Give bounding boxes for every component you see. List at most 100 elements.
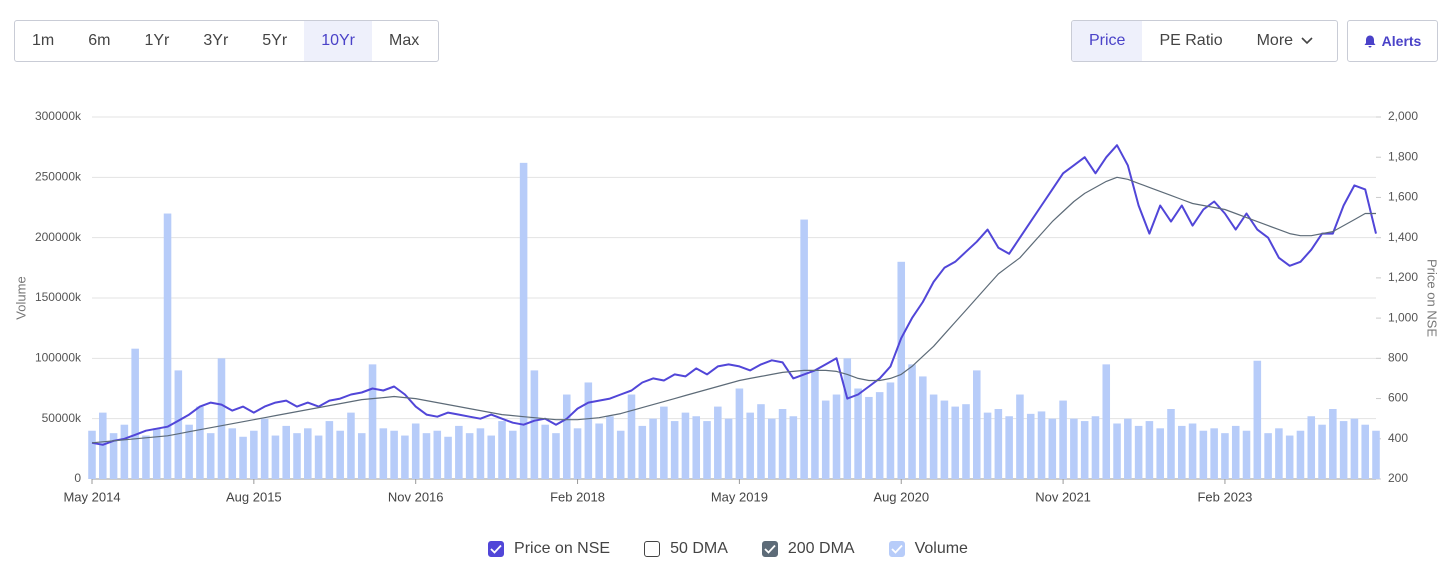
range-label: 1Yr bbox=[144, 32, 170, 49]
legend-item[interactable]: Volume bbox=[888, 540, 968, 558]
legend-checkbox[interactable] bbox=[488, 541, 505, 557]
volume-bar bbox=[919, 376, 927, 479]
x-tick-label: Aug 2015 bbox=[226, 489, 282, 504]
legend-item[interactable]: 200 DMA bbox=[761, 540, 855, 558]
volume-bar bbox=[1221, 433, 1229, 479]
legend-checkbox[interactable] bbox=[761, 541, 778, 557]
range-label: Max bbox=[388, 32, 420, 49]
range-button[interactable]: 1m bbox=[15, 21, 71, 61]
volume-bar bbox=[174, 370, 183, 479]
volume-bar bbox=[908, 364, 916, 479]
y2-tick-label: 2,000 bbox=[1388, 109, 1418, 123]
volume-bar bbox=[897, 261, 906, 479]
volume-bar bbox=[1134, 425, 1143, 479]
volume-bar bbox=[692, 416, 701, 479]
volume-bar bbox=[487, 435, 496, 479]
volume-bar bbox=[1339, 421, 1348, 479]
volume-bar bbox=[433, 430, 442, 479]
volume-bar bbox=[1253, 360, 1262, 479]
volume-bar bbox=[616, 430, 625, 479]
view-button[interactable]: More bbox=[1240, 21, 1330, 61]
volume-bar bbox=[1145, 421, 1154, 479]
volume-bar bbox=[1005, 416, 1013, 479]
volume-bar bbox=[800, 219, 808, 480]
volume-bar bbox=[206, 433, 215, 479]
volume-bar bbox=[357, 433, 366, 479]
volume-bar bbox=[88, 430, 96, 479]
line-0 bbox=[91, 144, 1377, 446]
x-tick-label: Nov 2021 bbox=[1035, 489, 1091, 504]
volume-bar bbox=[509, 430, 517, 479]
volume-bar bbox=[649, 418, 657, 479]
volume-bar bbox=[196, 406, 204, 479]
volume-bar bbox=[314, 435, 323, 479]
y-tick-label: 100000k bbox=[35, 351, 82, 365]
volume-bar bbox=[185, 424, 193, 479]
volume-bar bbox=[660, 406, 668, 479]
volume-bar bbox=[757, 404, 765, 479]
y2-tick-label: 1,800 bbox=[1388, 149, 1418, 163]
legend-label: 50 DMA bbox=[670, 540, 728, 557]
volume-bar bbox=[1026, 413, 1035, 479]
volume-bar bbox=[703, 421, 711, 479]
volume-bar bbox=[595, 423, 603, 479]
x-tick-label: May 2019 bbox=[711, 489, 768, 504]
legend-item[interactable]: 50 DMA bbox=[644, 540, 728, 558]
volume-bar bbox=[994, 409, 1003, 479]
volume-bar bbox=[152, 428, 161, 479]
volume-bar bbox=[1048, 418, 1057, 479]
volume-bar bbox=[584, 382, 593, 479]
range-button[interactable]: 5Yr bbox=[245, 21, 304, 61]
range-button[interactable]: Max bbox=[372, 21, 436, 61]
volume-bar bbox=[821, 400, 830, 479]
volume-bar bbox=[1102, 364, 1111, 479]
volume-bar bbox=[109, 433, 118, 479]
volume-bar bbox=[422, 433, 431, 479]
volume-bar bbox=[271, 435, 280, 479]
view-label: PE Ratio bbox=[1159, 32, 1223, 49]
volume-bar bbox=[1091, 416, 1100, 479]
volume-bar bbox=[886, 382, 895, 479]
volume-bar bbox=[1156, 428, 1164, 479]
volume-bar bbox=[390, 430, 398, 479]
chevron bbox=[1301, 37, 1313, 45]
volume-bar bbox=[972, 370, 981, 479]
volume-bar bbox=[530, 370, 539, 479]
volume-bar bbox=[282, 425, 290, 479]
volume-bar bbox=[627, 394, 636, 479]
range-button[interactable]: 3Yr bbox=[186, 21, 245, 61]
x-tick-label: Nov 2016 bbox=[388, 489, 444, 504]
volume-bar bbox=[1296, 430, 1305, 479]
volume-bar bbox=[1350, 418, 1359, 479]
legend-checkbox[interactable] bbox=[644, 541, 661, 557]
check-mark bbox=[490, 544, 502, 554]
range-button[interactable]: 1Yr bbox=[127, 21, 186, 61]
volume-bar bbox=[304, 428, 312, 479]
volume-bar bbox=[1199, 430, 1208, 479]
volume-bar bbox=[217, 358, 226, 479]
volume-bar bbox=[131, 348, 139, 479]
x-tick-label: May 2014 bbox=[63, 489, 120, 504]
volume-bar bbox=[929, 394, 938, 479]
range-button[interactable]: 6m bbox=[71, 21, 127, 61]
legend-checkbox[interactable] bbox=[888, 541, 905, 557]
view-button[interactable]: PE Ratio bbox=[1142, 21, 1239, 61]
y-axis-label: Volume bbox=[13, 276, 28, 319]
x-tick-label: Aug 2020 bbox=[873, 489, 929, 504]
volume-bar bbox=[1167, 409, 1175, 479]
range-button[interactable]: 10Yr bbox=[304, 21, 372, 61]
alerts-button[interactable]: Alerts bbox=[1347, 20, 1438, 62]
legend-label: Price on NSE bbox=[514, 540, 611, 557]
view-button[interactable]: Price bbox=[1072, 21, 1143, 61]
volume-bar bbox=[347, 412, 355, 479]
volume-bar bbox=[368, 364, 377, 479]
volume-bar bbox=[865, 396, 873, 479]
volume-bar bbox=[1361, 424, 1369, 479]
range-label: 1m bbox=[32, 32, 55, 49]
volume-bar bbox=[519, 162, 528, 479]
volume-bar bbox=[638, 425, 647, 479]
legend-item[interactable]: Price on NSE bbox=[488, 540, 610, 558]
volume-bar bbox=[562, 394, 571, 479]
volume-bar bbox=[99, 412, 107, 479]
volume-bar bbox=[951, 406, 959, 479]
